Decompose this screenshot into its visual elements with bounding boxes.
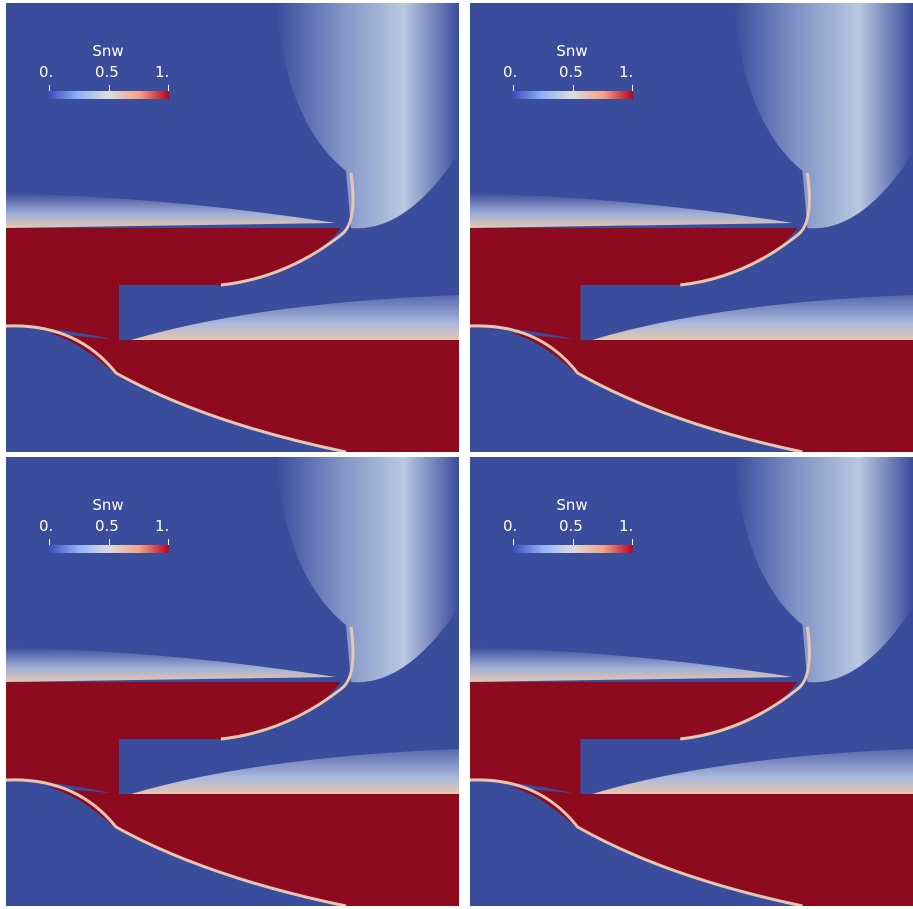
colorbar-tick-max: 1. [619,63,634,81]
colorbar-mark-min [513,539,514,545]
colorbar: Snw 0. 0.5 1. [503,43,633,103]
upper-interface [220,626,355,741]
saturation-field [470,457,913,906]
upper-interface [220,172,355,287]
panel-bottom-left: Snw 0. 0.5 1. [6,457,459,906]
middle-band-upper [580,739,913,794]
colorbar-tick-mid: 0.5 [559,63,583,81]
plume [734,457,913,683]
plume [734,3,913,229]
colorbar-title: Snw [556,42,588,60]
upper-saturated-region [6,682,341,795]
colorbar-tick-max: 1. [619,517,634,535]
colorbar-tick-min: 0. [503,517,518,535]
colorbar-tick-min: 0. [503,63,518,81]
colorbar-title: Snw [92,496,124,514]
upper-saturated-region [470,228,798,341]
upper-saturated-region [6,228,341,341]
lower-saturated-region [46,787,459,906]
upper-band [470,193,793,228]
saturation-field [470,3,913,452]
upper-band [6,647,336,682]
colorbar-tick-min: 0. [39,517,54,535]
middle-band-upper [119,285,459,340]
panel-bottom-right: Snw 0. 0.5 1. [470,457,913,906]
lower-interface [6,778,347,906]
colorbar-mark-min [49,85,50,91]
panel-top-left: Snw 0. 0.5 1. [6,3,459,452]
colorbar-mark-max [632,539,633,545]
colorbar-gradient [513,91,633,99]
colorbar-tick-mid: 0.5 [95,517,119,535]
upper-saturated-region [470,682,798,795]
upper-interface [680,626,811,741]
colorbar: Snw 0. 0.5 1. [503,497,633,557]
upper-band [6,193,336,228]
colorbar-mark-min [513,85,514,91]
colorbar-title: Snw [556,496,588,514]
colorbar-mark-max [168,85,169,91]
saturation-field [6,457,459,906]
lower-interface [470,778,803,906]
middle-band-upper [580,285,913,340]
panel-top-right: Snw 0. 0.5 1. [470,3,913,452]
lower-interface [470,324,803,452]
colorbar-gradient [513,545,633,553]
plume [276,3,459,229]
colorbar: Snw 0. 0.5 1. [39,43,169,103]
colorbar-tick-max: 1. [155,63,170,81]
colorbar-tick-min: 0. [39,63,54,81]
lower-saturated-region [509,333,913,452]
lower-saturated-region [509,787,913,906]
colorbar-tick-max: 1. [155,517,170,535]
plume [276,457,459,683]
saturation-field [6,3,459,452]
colorbar-mark-mid [109,85,110,91]
middle-band-upper [119,739,459,794]
colorbar-mark-mid [573,539,574,545]
upper-band [470,647,793,682]
colorbar-title: Snw [92,42,124,60]
colorbar-gradient [49,545,169,553]
colorbar-tick-mid: 0.5 [559,517,583,535]
colorbar-mark-mid [573,85,574,91]
colorbar-mark-mid [109,539,110,545]
colorbar-tick-mid: 0.5 [95,63,119,81]
colorbar: Snw 0. 0.5 1. [39,497,169,557]
upper-interface [680,172,811,287]
lower-interface [6,324,347,452]
colorbar-mark-max [168,539,169,545]
colorbar-mark-max [632,85,633,91]
colorbar-gradient [49,91,169,99]
lower-saturated-region [46,333,459,452]
colorbar-mark-min [49,539,50,545]
